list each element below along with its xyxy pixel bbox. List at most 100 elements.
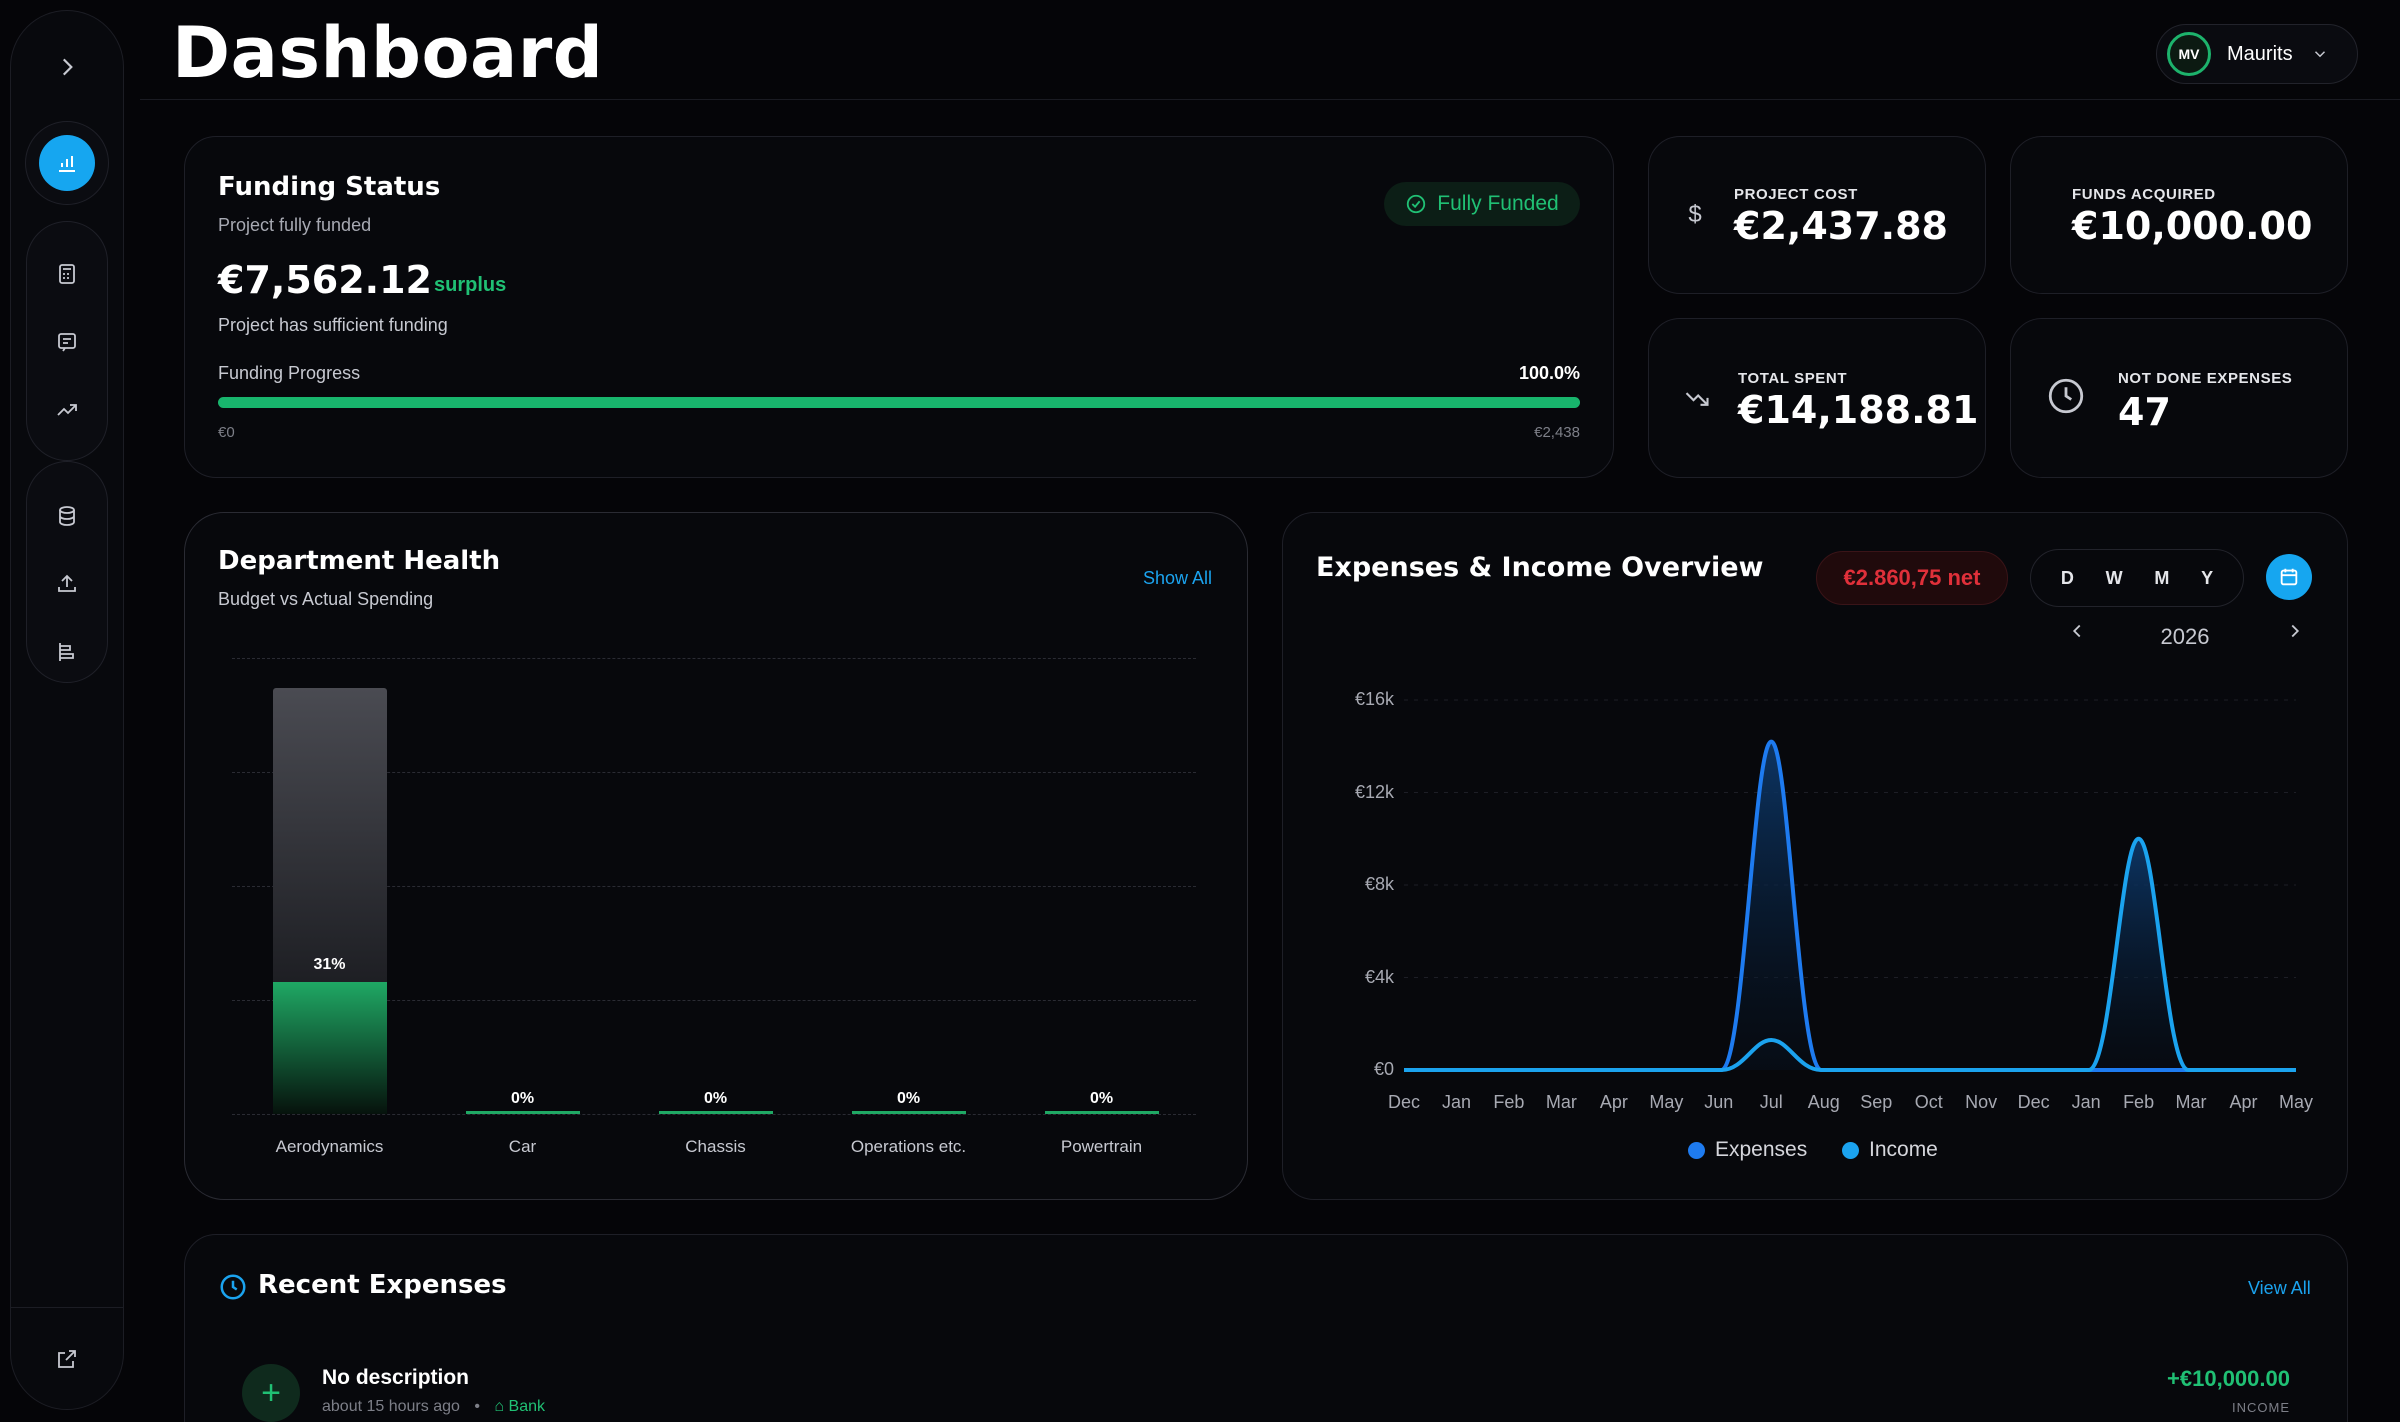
grid-line [232, 1000, 1196, 1001]
x-tick-label: Sep [1860, 1092, 1893, 1112]
expense-amount: +€10,000.00 [2167, 1366, 2290, 1391]
page-title: Dashboard [172, 12, 604, 94]
bar[interactable] [658, 1111, 773, 1114]
overview-title: Expenses & Income Overview [1316, 552, 1764, 583]
clock-icon [2044, 374, 2088, 418]
bar-value-label: 0% [703, 1090, 728, 1107]
progress-min: €0 [218, 424, 235, 441]
funds-acquired-value: €10,000.00 [2072, 204, 2313, 248]
x-tick-label: May [1649, 1092, 1684, 1112]
plus-icon: + [242, 1364, 300, 1422]
receipt-icon[interactable] [39, 314, 95, 370]
check-circle-icon [1407, 194, 1426, 214]
database-icon[interactable] [39, 488, 95, 544]
dollar-icon: $ [1688, 201, 1702, 228]
grid-line [232, 1114, 1196, 1115]
not-done-expenses-label: NOT DONE EXPENSES [2118, 370, 2293, 387]
next-year-icon[interactable] [2284, 620, 2306, 648]
range-month[interactable]: M [2154, 567, 2170, 588]
funding-title: Funding Status [218, 172, 441, 202]
status-badge-label: Fully Funded [1437, 192, 1559, 215]
funds-acquired-label: FUNDS ACQUIRED [2072, 186, 2216, 203]
expense-meta: about 15 hours ago • ⌂ Bank [322, 1398, 545, 1415]
x-tick-label: Feb [2123, 1092, 2155, 1112]
range-selector: D W M Y [2030, 549, 2244, 607]
net-badge: €2.860,75 net [1816, 551, 2008, 605]
chevron-down-icon [2311, 45, 2329, 63]
x-tick-label: Apr [2229, 1092, 2258, 1112]
bar-value-label: 0% [896, 1090, 921, 1107]
recent-expenses-card [184, 1234, 2348, 1422]
nav-dashboard[interactable] [25, 121, 109, 205]
view-all-link[interactable]: View All [2248, 1278, 2311, 1298]
trend-down-icon [1680, 382, 1714, 416]
y-tick-label: €8k [1364, 874, 1394, 894]
range-day[interactable]: D [2060, 567, 2074, 588]
legend-expenses-swatch [1688, 1141, 1705, 1159]
x-tick-label: May [2278, 1092, 2313, 1112]
legend-income-swatch [1842, 1141, 1859, 1159]
grid-line [232, 886, 1196, 887]
status-badge: Fully Funded [1384, 182, 1580, 226]
avatar: MV [2167, 32, 2211, 76]
bar-category-label: Powertrain [1060, 1137, 1143, 1156]
prev-year-icon[interactable] [2066, 620, 2088, 648]
bank-icon: ⌂ [494, 1398, 505, 1415]
grid-line [232, 658, 1196, 659]
trend-up-icon[interactable] [39, 382, 95, 438]
x-tick-label: Jun [1704, 1092, 1734, 1112]
department-title: Department Health [218, 546, 501, 576]
year-label: 2026 [2160, 624, 2210, 649]
x-tick-label: Jul [1759, 1092, 1783, 1112]
legend-expenses-label: Expenses [1715, 1138, 1808, 1161]
x-tick-label: Nov [1965, 1092, 1998, 1112]
surplus-label: surplus [434, 274, 507, 296]
upload-icon[interactable] [39, 556, 95, 612]
user-menu[interactable]: MV Maurits [2156, 24, 2358, 84]
funding-progress-fill [218, 397, 1580, 408]
bar-category-label: Aerodynamics [275, 1137, 384, 1156]
x-tick-label: Dec [2017, 1092, 2050, 1112]
x-tick-label: Apr [1599, 1092, 1628, 1112]
progress-max: €2,438 [1534, 424, 1580, 441]
not-done-expenses-card [2010, 318, 2348, 478]
bar-value-label: 31% [313, 955, 346, 973]
bar-chart-icon [39, 135, 95, 191]
x-tick-label: Feb [1493, 1092, 1525, 1112]
header-divider [140, 99, 2400, 100]
external-link-icon[interactable] [39, 1331, 95, 1387]
progress-label: Funding Progress [218, 363, 361, 383]
expense-description[interactable]: No description [322, 1366, 470, 1389]
department-subtitle: Budget vs Actual Spending [218, 589, 434, 609]
surplus-amount: €7,562.12 [218, 258, 432, 302]
expense-source: Bank [508, 1398, 545, 1415]
legend-expenses[interactable]: Expenses [1688, 1138, 1807, 1162]
range-week[interactable]: W [2105, 567, 2123, 588]
show-all-link[interactable]: Show All [1143, 568, 1213, 588]
x-tick-label: Jan [2071, 1092, 2101, 1112]
grid-line [232, 772, 1196, 773]
y-tick-label: €12k [1354, 781, 1394, 802]
chevron-right-icon[interactable] [39, 39, 95, 95]
total-spent-label: TOTAL SPENT [1738, 370, 1848, 387]
bar[interactable] [465, 1111, 580, 1114]
bar[interactable] [272, 981, 387, 1114]
bar-value-label: 0% [1089, 1090, 1114, 1107]
x-tick-label: Dec [1387, 1092, 1420, 1112]
nav-group-finance [26, 221, 108, 461]
gantt-icon[interactable] [39, 624, 95, 680]
bar[interactable] [851, 1111, 966, 1114]
calendar-icon[interactable] [2266, 554, 2312, 600]
y-tick-label: €4k [1364, 966, 1394, 987]
not-done-expenses-value: 47 [2118, 390, 2171, 434]
legend-income[interactable]: Income [1842, 1138, 1938, 1162]
calculator-icon[interactable] [39, 246, 95, 302]
project-cost-label: PROJECT COST [1734, 186, 1858, 203]
bar[interactable] [1044, 1111, 1159, 1114]
user-name: Maurits [2227, 42, 2293, 65]
progress-percent: 100.0% [1518, 363, 1580, 383]
total-spent-card [1648, 318, 1986, 478]
funding-progress-bar [218, 397, 1580, 408]
range-year[interactable]: Y [2201, 567, 2214, 588]
expense-type: INCOME [2232, 1400, 2290, 1415]
